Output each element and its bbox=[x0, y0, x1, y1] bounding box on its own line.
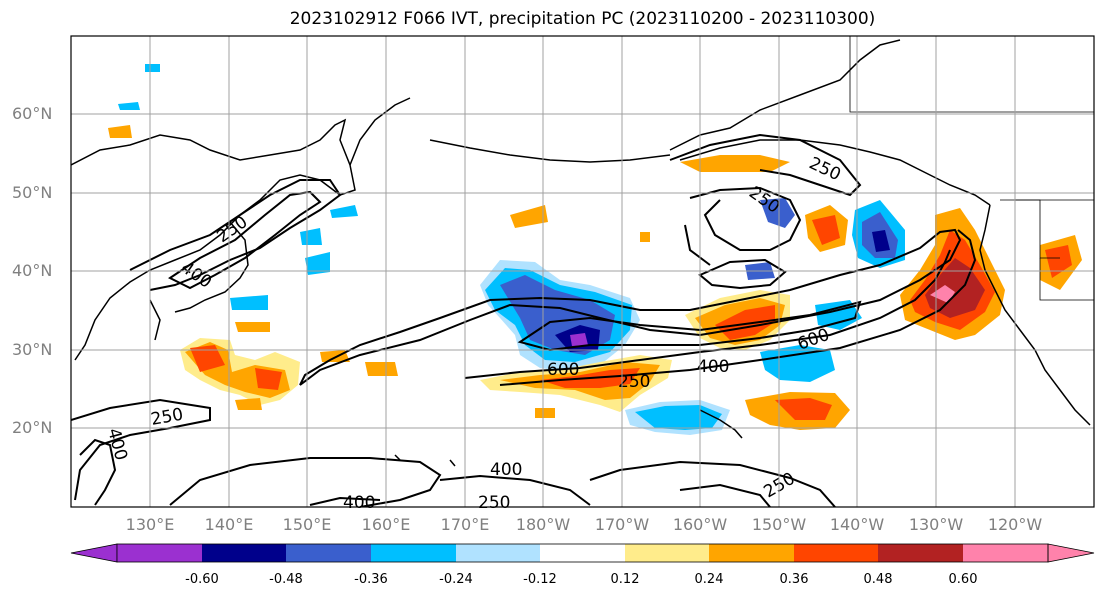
colorbar-tick-label: -0.24 bbox=[439, 572, 473, 587]
colorbar-swatch bbox=[709, 544, 794, 562]
colorbar-swatch bbox=[794, 544, 878, 562]
colorbar-tick-label: 0.36 bbox=[779, 572, 809, 587]
contour-label: 250 bbox=[478, 493, 510, 513]
lon-label: 120°W bbox=[987, 515, 1043, 534]
lat-label: 30°N bbox=[12, 340, 53, 359]
colorbar-swatch bbox=[117, 544, 202, 562]
lon-label: 160°W bbox=[672, 515, 728, 534]
colorbar-swatch bbox=[70, 543, 118, 563]
map-title: 2023102912 F066 IVT, precipitation PC (2… bbox=[289, 9, 876, 29]
colorbar-swatch bbox=[456, 544, 540, 562]
lon-label: 130°W bbox=[908, 515, 964, 534]
colorbar-swatch bbox=[625, 544, 709, 562]
colorbar-tick-label: -0.12 bbox=[523, 572, 557, 587]
contour-label: 600 bbox=[547, 360, 579, 380]
colorbar-swatch bbox=[202, 544, 286, 562]
colorbar-swatch bbox=[286, 544, 371, 562]
lon-label: 170°E bbox=[440, 515, 490, 534]
colorbar-swatch bbox=[371, 544, 456, 562]
colorbar-tick-label: 0.48 bbox=[863, 572, 893, 587]
colorbar-swatch bbox=[1047, 543, 1095, 563]
colorbar-tick-label: 0.24 bbox=[694, 572, 724, 587]
colorbar-swatch bbox=[540, 544, 625, 562]
contour-label: 400 bbox=[343, 493, 375, 513]
lon-label: 180°W bbox=[515, 515, 571, 534]
colorbar-tick-label: 0.60 bbox=[948, 572, 978, 587]
colorbar-border bbox=[116, 543, 1049, 563]
lon-label: 160°E bbox=[361, 515, 411, 534]
lon-label: 170°W bbox=[594, 515, 650, 534]
contour-label: 250 bbox=[618, 372, 650, 392]
colorbar-tick-label: -0.36 bbox=[354, 572, 388, 587]
colorbar bbox=[70, 543, 1095, 563]
lon-label: 140°W bbox=[829, 515, 885, 534]
colorbar-swatch bbox=[963, 544, 1048, 562]
contour-label: 400 bbox=[490, 460, 522, 480]
colorbar-tick-label: -0.60 bbox=[185, 572, 219, 587]
colorbar-tick-label: -0.48 bbox=[269, 572, 303, 587]
lon-label: 150°W bbox=[751, 515, 807, 534]
contour-label: 400 bbox=[697, 357, 729, 377]
gridlines bbox=[71, 36, 1094, 507]
lat-label: 40°N bbox=[12, 261, 53, 280]
lon-label: 130°E bbox=[125, 515, 175, 534]
lat-label: 20°N bbox=[12, 418, 53, 437]
colorbar-tick-label: 0.12 bbox=[610, 572, 640, 587]
lon-label: 150°E bbox=[282, 515, 332, 534]
lat-label: 60°N bbox=[12, 104, 53, 123]
lon-label: 140°E bbox=[204, 515, 254, 534]
lat-label: 50°N bbox=[12, 183, 53, 202]
map-border bbox=[70, 35, 1095, 508]
colorbar-swatch bbox=[878, 544, 963, 562]
